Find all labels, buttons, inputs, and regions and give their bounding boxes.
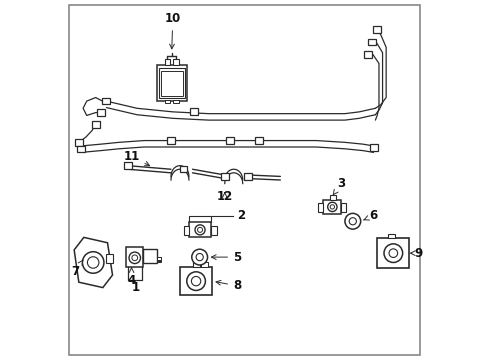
Bar (323, 200, 341, 214)
Circle shape (191, 249, 207, 265)
Circle shape (388, 249, 397, 257)
Bar (75, 139, 82, 145)
Bar (156, 65, 187, 101)
Bar (364, 51, 371, 58)
Bar (372, 26, 380, 33)
Bar (157, 257, 160, 260)
Circle shape (195, 225, 204, 235)
Text: 2: 2 (237, 210, 245, 222)
Text: 5: 5 (211, 251, 241, 264)
Bar (164, 59, 169, 65)
Bar (157, 257, 160, 260)
Bar (157, 258, 160, 261)
Bar (167, 137, 175, 144)
Bar (77, 146, 85, 152)
Bar (367, 39, 375, 45)
Bar (173, 100, 178, 103)
Circle shape (87, 257, 99, 268)
Bar (201, 262, 207, 267)
Bar (190, 108, 198, 115)
Bar (244, 173, 251, 180)
Bar (102, 98, 110, 104)
Circle shape (327, 202, 336, 212)
Bar (179, 166, 187, 172)
Circle shape (329, 205, 334, 209)
Circle shape (186, 272, 205, 291)
Text: 11: 11 (123, 150, 149, 166)
Bar (329, 195, 335, 200)
Circle shape (129, 252, 140, 264)
Bar (106, 254, 113, 263)
Bar (97, 109, 105, 116)
Bar (180, 267, 212, 296)
Bar (164, 100, 169, 103)
Bar (159, 68, 184, 98)
Bar (318, 203, 323, 212)
Bar (341, 203, 346, 212)
Bar (92, 121, 100, 128)
Bar (183, 226, 188, 234)
Bar (254, 137, 262, 144)
Circle shape (82, 252, 104, 273)
Circle shape (383, 244, 402, 262)
Bar (124, 162, 132, 169)
Text: 6: 6 (363, 210, 377, 222)
Text: 8: 8 (216, 279, 241, 292)
Polygon shape (74, 237, 112, 288)
Circle shape (196, 253, 203, 261)
Bar (157, 259, 160, 262)
Bar (143, 249, 157, 263)
Circle shape (132, 255, 137, 261)
Bar (387, 234, 394, 238)
Text: 12: 12 (216, 190, 232, 203)
Circle shape (344, 213, 360, 229)
Bar (126, 247, 143, 267)
Circle shape (348, 218, 356, 225)
Bar (376, 238, 408, 268)
Circle shape (197, 227, 202, 232)
Text: 9: 9 (410, 247, 422, 260)
Bar (188, 222, 211, 237)
Bar (369, 144, 377, 151)
Text: 1: 1 (131, 281, 139, 294)
Text: 4: 4 (127, 268, 135, 287)
Bar (221, 173, 228, 180)
Circle shape (191, 276, 201, 286)
Bar (161, 71, 183, 96)
Bar (211, 226, 216, 234)
Bar (226, 137, 234, 144)
Bar (192, 262, 199, 267)
Text: 3: 3 (332, 177, 345, 195)
Text: 7: 7 (71, 260, 83, 278)
Bar (173, 59, 178, 65)
Text: 10: 10 (164, 12, 181, 49)
